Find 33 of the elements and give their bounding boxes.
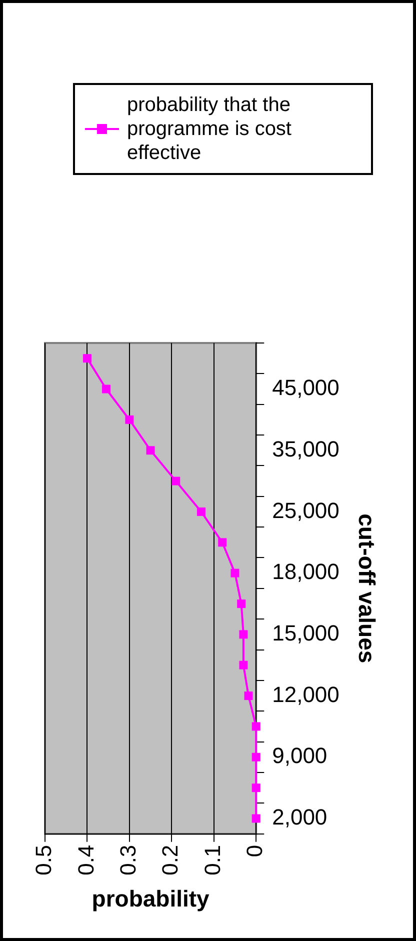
point: [172, 476, 180, 486]
x-tick-label: 0.2: [158, 844, 183, 876]
x-axis-title: probability: [92, 886, 210, 912]
y-tick-label: 25,000: [272, 498, 340, 523]
point: [125, 415, 134, 424]
point: [102, 384, 110, 394]
point: [82, 354, 92, 363]
point: [196, 507, 206, 516]
point: [244, 692, 253, 700]
y-tick-label: 35,000: [272, 436, 340, 462]
x-tick-label: 0.5: [31, 844, 56, 876]
y-tick-label: 2,000: [272, 804, 328, 830]
point: [218, 538, 227, 547]
x-tick-label: 0.3: [116, 844, 141, 876]
point: [252, 752, 260, 762]
legend-label: probability that the programme is cost effective: [127, 93, 292, 165]
point: [239, 660, 248, 670]
point: [146, 446, 155, 455]
point: [252, 784, 260, 792]
x-tick-label: 0.4: [73, 844, 98, 876]
point: [252, 814, 260, 823]
x-tick-label: 0.1: [200, 844, 225, 876]
y-tick-label: 18,000: [272, 559, 340, 584]
y-tick-label: 9,000: [272, 743, 328, 768]
point: [252, 722, 260, 731]
y-tick-label: 45,000: [272, 375, 340, 400]
x-tick-label: 0: [242, 844, 268, 858]
y-tick-label: 12,000: [272, 682, 340, 707]
y-tick-label: 15,000: [272, 620, 340, 646]
point: [230, 568, 240, 578]
y-axis-title: cut-off values: [354, 514, 380, 664]
point: [239, 630, 248, 639]
point: [237, 600, 246, 608]
